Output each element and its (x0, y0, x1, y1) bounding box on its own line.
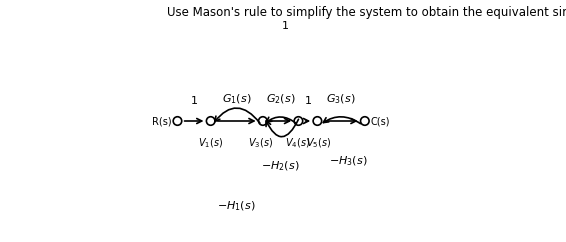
Text: 1: 1 (305, 96, 311, 106)
Text: $-H_3(s)$: $-H_3(s)$ (329, 154, 367, 168)
Text: R(s): R(s) (152, 116, 171, 126)
Text: $V_4(s)$: $V_4(s)$ (285, 136, 310, 150)
Text: $-H_2(s)$: $-H_2(s)$ (261, 159, 300, 173)
Text: $G_1(s)$: $G_1(s)$ (222, 92, 251, 106)
Text: $V_5(s)$: $V_5(s)$ (306, 136, 331, 150)
Text: $-H_1(s)$: $-H_1(s)$ (217, 199, 256, 213)
Text: $V_3(s)$: $V_3(s)$ (248, 136, 273, 150)
Text: $G_3(s)$: $G_3(s)$ (327, 92, 356, 106)
Text: 1: 1 (191, 96, 198, 106)
Text: $V_1(s)$: $V_1(s)$ (198, 136, 223, 150)
Text: Use Mason's rule to simplify the system to obtain the equivalent simplified tran: Use Mason's rule to simplify the system … (167, 6, 566, 19)
Text: C(s): C(s) (371, 116, 390, 126)
Text: $G_2(s)$: $G_2(s)$ (266, 92, 295, 106)
Text: 1: 1 (282, 21, 289, 31)
